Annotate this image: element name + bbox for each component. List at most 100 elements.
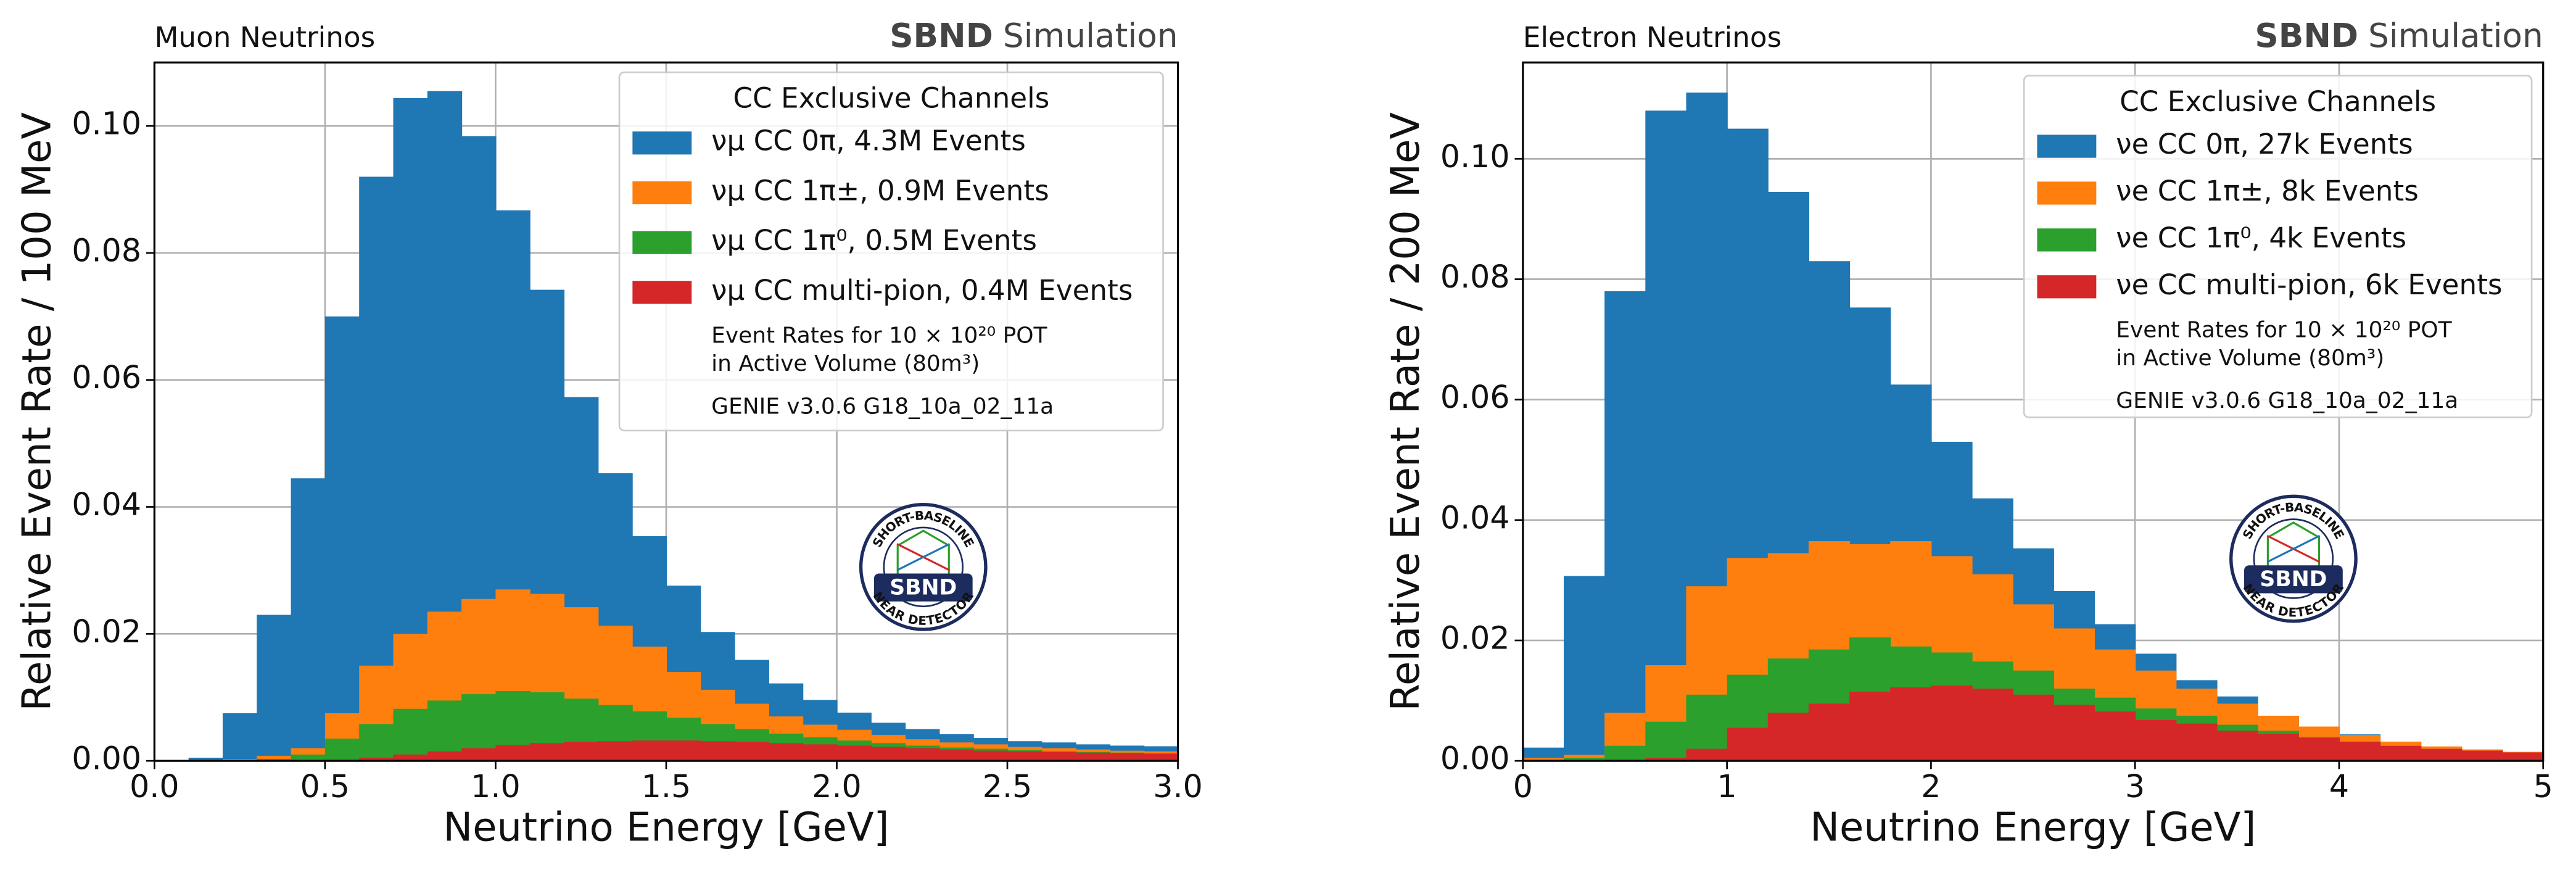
x-axis-label: Neutrino Energy [GeV] (1810, 805, 2256, 851)
bar (1645, 758, 1687, 761)
legend-note: GENIE v3.0.6 G18_10a_02_11a (711, 394, 1054, 419)
legend-label: νμ CC 1π±, 0.9M Events (711, 174, 1049, 207)
bar (2135, 719, 2177, 761)
legend-swatch (632, 281, 692, 304)
y-tick-label: 0.02 (1440, 619, 1510, 656)
legend-note: in Active Volume (80m³) (2116, 346, 2384, 371)
x-tick-label: 1.0 (471, 768, 520, 805)
logo-line (896, 543, 951, 571)
legend-label: νμ CC multi-pion, 0.4M Events (711, 274, 1133, 307)
x-tick-label: 3 (2125, 768, 2145, 805)
bar (1564, 758, 1606, 761)
bar (1808, 703, 1851, 761)
bar (768, 743, 804, 761)
bar (1041, 752, 1076, 761)
legend-note: Event Rates for 10 × 10²⁰ POT (711, 323, 1047, 349)
bar (700, 741, 735, 761)
chart: 0.00 0.02 0.04 0.06 0.08 0.10 0 1 2 3 4 5 Electron N… (1383, 17, 2553, 851)
bar (666, 740, 701, 761)
bar (1522, 747, 1565, 761)
legend-title: CC Exclusive Channels (2120, 85, 2436, 118)
bar (2053, 705, 2095, 761)
bar (1075, 752, 1111, 761)
x-tick-label: 2 (1921, 768, 1941, 805)
bar (393, 708, 428, 761)
y-tick-label: 0.06 (1440, 379, 1510, 415)
bar (2012, 694, 2054, 761)
y-tick-label: 0.02 (72, 613, 141, 650)
bar (803, 744, 838, 761)
y-tick-label: 0.00 (1440, 740, 1510, 777)
bar (495, 745, 530, 761)
bar (1645, 721, 1687, 761)
experiment-label: SBND (2255, 17, 2358, 55)
legend-note: Event Rates for 10 × 10²⁰ POT (2116, 318, 2452, 343)
bar (427, 751, 463, 761)
legend-label: νe CC multi-pion, 6k Events (2116, 268, 2502, 301)
logo-line (2266, 534, 2321, 563)
legend-swatch (632, 181, 692, 205)
bar (2339, 741, 2381, 761)
y-tick-label: 0.08 (72, 232, 141, 268)
x-tick-label: 3.0 (1153, 768, 1202, 805)
bar (324, 316, 360, 761)
bar (1686, 748, 1728, 761)
legend-box (618, 71, 1164, 432)
status-label: Simulation (2368, 17, 2543, 55)
y-tick-label: 0.10 (72, 106, 141, 142)
legend-label: νe CC 1π⁰, 4k Events (2116, 222, 2406, 254)
logo-band (873, 573, 973, 602)
bar (2421, 748, 2462, 761)
bar (2298, 738, 2340, 761)
bar (1604, 291, 1646, 761)
bar (1109, 753, 1145, 761)
bar (1931, 686, 1973, 761)
bar (257, 755, 292, 761)
x-axis-label: Neutrino Energy [GeV] (443, 805, 889, 851)
x-tick-label: 5 (2533, 768, 2553, 805)
chart-title: Electron Neutrinos (1523, 21, 1781, 54)
bar (836, 745, 872, 761)
x-tick-label: 1 (1717, 768, 1737, 805)
legend-box (2023, 75, 2533, 418)
bar (324, 739, 360, 761)
x-tick-label: 0.0 (130, 768, 179, 805)
bar (2461, 750, 2503, 761)
bar (359, 176, 394, 761)
y-tick-label: 0.10 (1440, 138, 1510, 175)
y-tick-label: 0.06 (72, 359, 141, 396)
legend-swatch (2037, 228, 2097, 252)
plot-frame (1522, 61, 2545, 762)
y-tick-label: 0.08 (1440, 259, 1510, 295)
y-tick-label: 0.00 (72, 740, 141, 777)
x-tick-label: 1.5 (642, 768, 691, 805)
legend-label: νμ CC 0π, 4.3M Events (711, 125, 1026, 157)
bar (905, 748, 940, 761)
bar (461, 748, 497, 761)
chart-title: Muon Neutrinos (154, 21, 375, 54)
bar (1727, 727, 1769, 761)
bar (1971, 689, 2013, 761)
bar (2380, 745, 2422, 761)
experiment-label: SBND (890, 17, 993, 55)
bar (1144, 753, 1179, 761)
bar (870, 747, 906, 761)
bar (529, 743, 565, 761)
legend-label: νe CC 1π±, 8k Events (2116, 175, 2419, 207)
legend-note: GENIE v3.0.6 G18_10a_02_11a (2116, 388, 2458, 413)
bar (1849, 691, 1891, 761)
bar (393, 754, 428, 761)
y-axis-label: Relative Event Rate / 100 MeV (14, 112, 60, 711)
bar (2094, 711, 2136, 761)
bar (1604, 745, 1646, 761)
legend-swatch (632, 131, 692, 155)
bar (2502, 752, 2544, 761)
bar (188, 757, 224, 761)
bar (1522, 758, 1565, 761)
x-tick-label: 2.0 (812, 768, 861, 805)
x-tick-label: 2.5 (983, 768, 1032, 805)
y-tick-label: 0.04 (1440, 499, 1510, 536)
logo-center: SBND (2260, 567, 2327, 592)
bar (973, 750, 1009, 761)
